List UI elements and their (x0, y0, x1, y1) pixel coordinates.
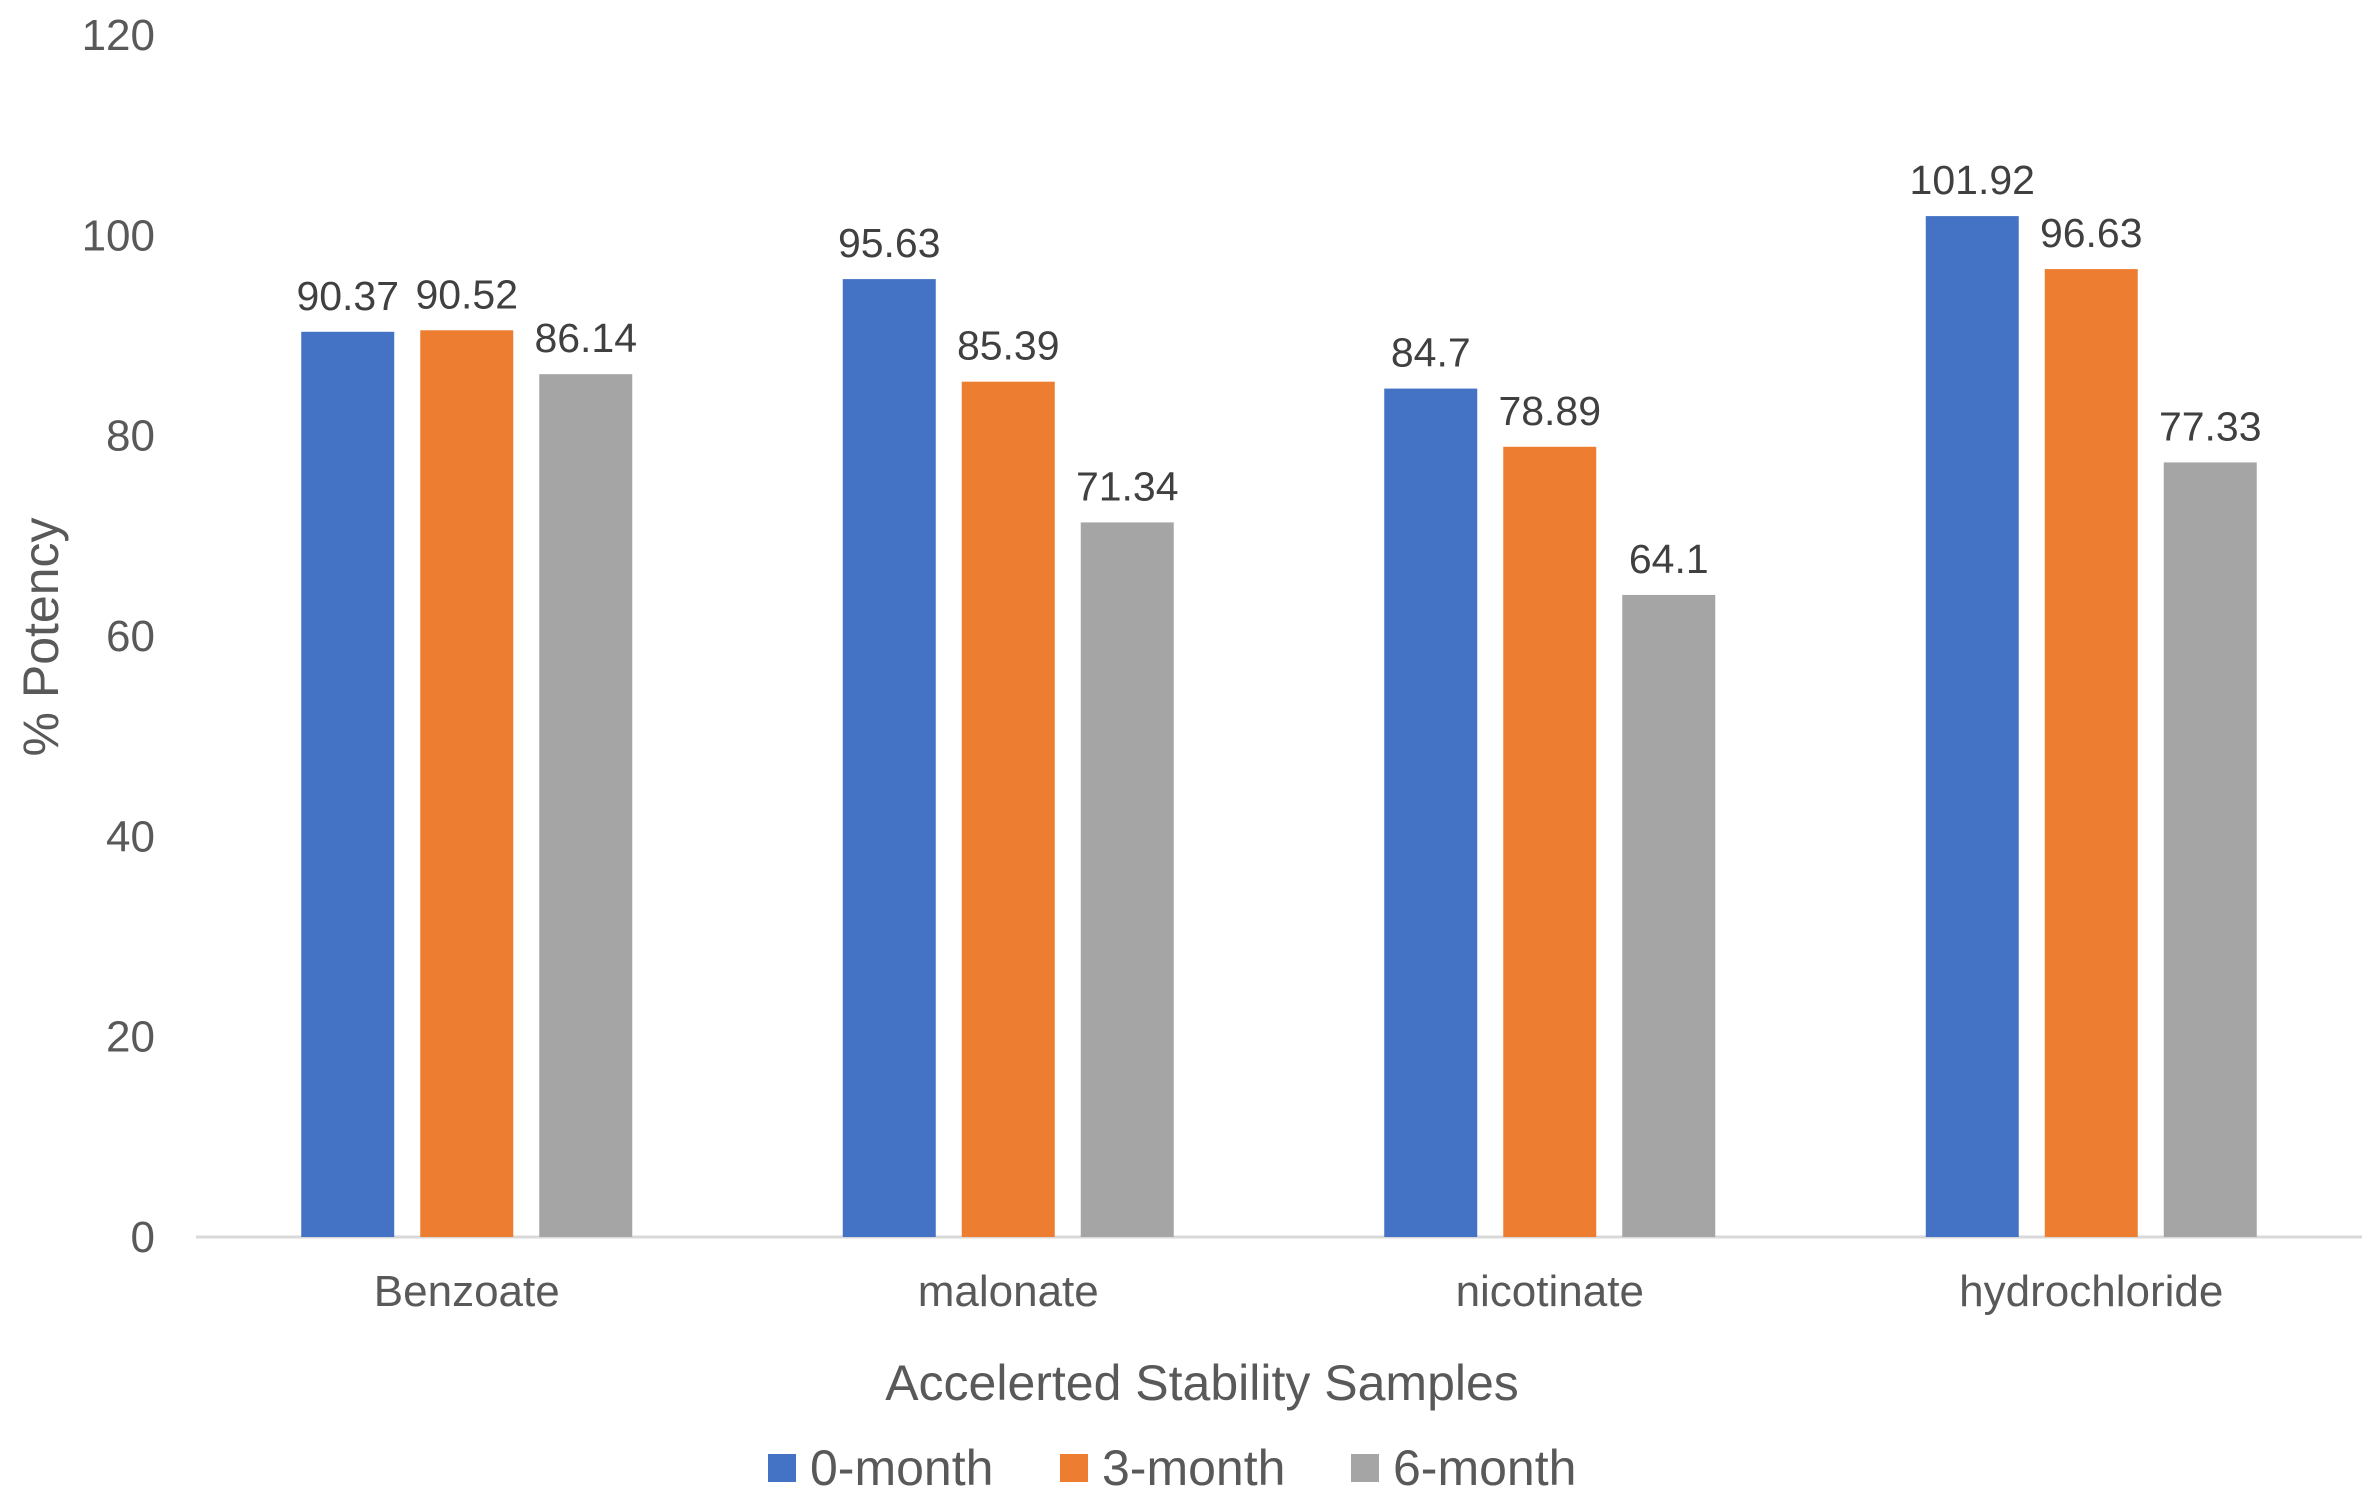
category-labels: Benzoate malonate nicotinate hydrochloride (374, 1267, 2224, 1316)
bar-0-month-nicotinate (1384, 388, 1478, 1237)
data-label: 78.89 (1498, 388, 1601, 434)
x-axis-title: Accelerted Stability Samples (885, 1355, 1519, 1411)
bar-3-month-malonate (961, 381, 1055, 1237)
legend-swatch-3-month (1060, 1454, 1088, 1482)
bar-3-month-hydrochloride (2044, 269, 2138, 1238)
bar-0-month-malonate (842, 279, 936, 1237)
legend-label: 6-month (1393, 1440, 1576, 1496)
y-tick-label: 40 (106, 812, 155, 861)
bar-6-month-Benzoate (539, 374, 633, 1238)
bar-3-month-Benzoate (420, 330, 514, 1237)
category-label: Benzoate (374, 1267, 560, 1316)
y-tick-label: 80 (106, 412, 155, 461)
bar-6-month-hydrochloride (2163, 462, 2257, 1238)
legend-label: 0-month (810, 1440, 993, 1496)
legend-swatch-0-month (768, 1454, 796, 1482)
y-tick-label: 120 (82, 11, 155, 60)
data-label: 71.34 (1076, 463, 1179, 509)
legend-swatch-6-month (1351, 1454, 1379, 1482)
bar-0-month-Benzoate (301, 331, 395, 1237)
category-label: nicotinate (1456, 1267, 1644, 1316)
y-tick-label: 100 (82, 211, 155, 260)
data-label: 84.7 (1391, 330, 1471, 376)
data-label: 77.33 (2159, 403, 2262, 449)
data-label: 86.14 (534, 315, 637, 361)
bar-0-month-hydrochloride (1925, 216, 2019, 1238)
y-tick-label: 60 (106, 612, 155, 661)
data-labels: 90.37 90.52 86.14 95.63 85.39 71.34 84.7 78.89 6… (296, 157, 2261, 582)
data-label: 90.52 (415, 271, 518, 317)
legend: 0-month 3-month 6-month (768, 1440, 1576, 1496)
bar-3-month-nicotinate (1503, 446, 1597, 1237)
y-axis-ticks: 0 20 40 60 80 100 120 (82, 11, 155, 1262)
bar-6-month-nicotinate (1622, 594, 1716, 1237)
data-label: 90.37 (296, 273, 399, 319)
data-label: 64.1 (1629, 536, 1709, 582)
y-tick-label: 0 (131, 1213, 155, 1262)
bar-6-month-malonate (1080, 522, 1174, 1237)
bars (301, 216, 2257, 1238)
category-label: hydrochloride (1959, 1267, 2223, 1316)
data-label: 96.63 (2040, 210, 2143, 256)
y-tick-label: 20 (106, 1013, 155, 1062)
y-axis-title: % Potency (13, 517, 69, 756)
data-label: 95.63 (838, 220, 941, 266)
data-label: 85.39 (957, 323, 1060, 369)
category-label: malonate (918, 1267, 1099, 1316)
legend-label: 3-month (1102, 1440, 1285, 1496)
data-label: 101.92 (1910, 157, 2035, 203)
